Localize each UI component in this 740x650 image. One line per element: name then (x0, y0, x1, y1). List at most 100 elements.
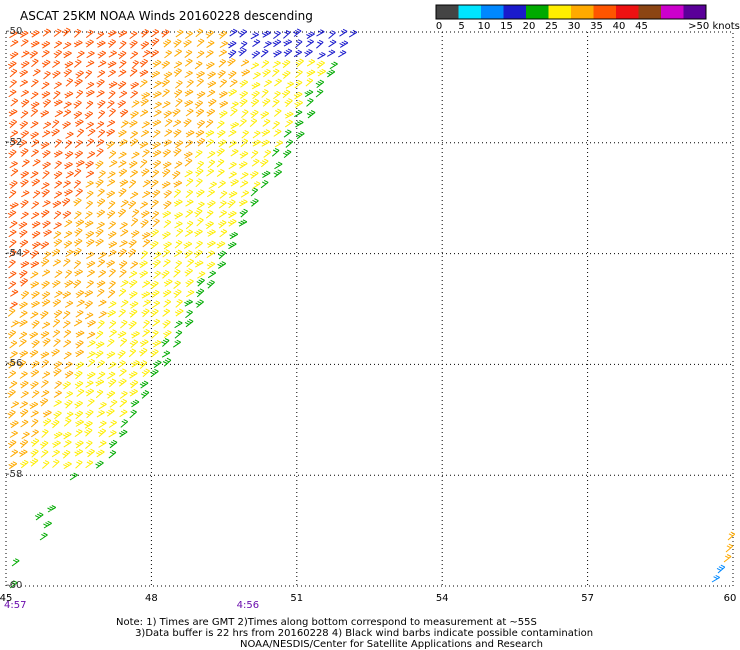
wind-barb (42, 199, 51, 208)
wind-barb (10, 168, 19, 177)
wind-barb (65, 77, 74, 87)
wind-barb (18, 449, 28, 458)
wind-barb (7, 209, 17, 219)
wind-barb (161, 78, 170, 88)
wind-barb (62, 258, 71, 267)
wind-barb (283, 30, 291, 39)
wind-barb (19, 229, 28, 238)
wind-barb (174, 160, 183, 169)
wind-barb (150, 228, 160, 238)
wind-barb (98, 251, 107, 260)
wind-barb (250, 187, 259, 197)
wind-barb (152, 149, 162, 158)
wind-barb (41, 90, 51, 99)
wind-barb (119, 337, 128, 347)
wind-barb (117, 80, 127, 90)
wind-barb (40, 209, 50, 218)
wind-barb (128, 290, 138, 299)
wind-barb (140, 129, 150, 138)
wind-barb (162, 231, 171, 240)
wind-barb (194, 229, 203, 237)
wind-barb (152, 318, 161, 327)
wind-barb (238, 29, 248, 38)
wind-barb (184, 58, 193, 67)
wind-barb (42, 149, 51, 159)
wind-barb (130, 110, 139, 119)
wind-barb (206, 189, 215, 198)
wind-barb (75, 340, 84, 349)
wind-barb (172, 119, 182, 128)
legend-swatch (503, 5, 526, 19)
wind-barb (118, 151, 127, 159)
wind-barb (140, 41, 150, 50)
wind-barb (207, 270, 217, 279)
wind-barb (219, 190, 228, 199)
wind-barb (75, 330, 85, 338)
longitude-tick-label: 54 (435, 593, 449, 604)
wind-barb (95, 460, 104, 469)
wind-barb (85, 100, 94, 110)
wind-barb (228, 49, 237, 59)
wind-barb (7, 329, 17, 339)
wind-barb (127, 248, 137, 258)
wind-barb (130, 217, 139, 227)
wind-barb (196, 119, 206, 129)
wind-barb (96, 121, 105, 130)
wind-barb (30, 170, 39, 179)
wind-barb (31, 139, 40, 148)
wind-barb (283, 129, 292, 138)
wind-barb (85, 170, 95, 178)
wind-barb (63, 439, 72, 448)
wind-barb (326, 49, 336, 57)
wind-barb (53, 222, 62, 230)
wind-barb (52, 70, 61, 79)
wind-barb (228, 129, 237, 137)
latitude-tick-label: -52 (6, 136, 23, 148)
wind-barb (19, 401, 28, 409)
wind-barb (162, 88, 170, 98)
wind-barb (86, 260, 96, 269)
wind-barb (142, 239, 151, 248)
wind-barb (96, 31, 105, 40)
wind-barb (230, 178, 239, 187)
wind-barb (129, 138, 139, 147)
wind-barb (106, 179, 116, 187)
wind-barb (86, 81, 95, 90)
wind-barb (161, 338, 170, 347)
map-title: ASCAT 25KM NOAA Winds 20160228 descendin… (20, 9, 313, 23)
wind-barb (85, 460, 94, 469)
wind-barb (305, 39, 314, 48)
wind-barb (139, 380, 149, 389)
wind-barb (139, 347, 148, 357)
wind-barb (75, 89, 84, 99)
wind-barb (51, 348, 60, 357)
wind-barb (86, 251, 95, 259)
wind-barb (161, 269, 170, 279)
wind-barb (139, 339, 149, 348)
wind-barb (62, 320, 71, 329)
wind-barb (7, 439, 17, 449)
wind-barb (32, 68, 41, 77)
wind-barb (317, 51, 326, 60)
wind-barb (162, 319, 171, 329)
wind-barb (95, 341, 105, 349)
wind-barb (238, 161, 248, 169)
wind-barb (61, 197, 71, 207)
wind-barb (317, 68, 326, 77)
wind-barb (20, 211, 29, 220)
wind-barb (108, 90, 116, 100)
wind-barb (230, 121, 240, 130)
wind-barb (20, 199, 29, 209)
wind-barb (30, 438, 40, 447)
wind-barb (96, 40, 106, 48)
wind-barb (228, 161, 237, 170)
wind-barb (41, 181, 50, 190)
wind-barb (40, 141, 50, 150)
wind-barb (129, 31, 138, 40)
legend-swatch (638, 5, 661, 19)
wind-barb (10, 449, 19, 458)
wind-barb (195, 28, 204, 38)
wind-barb (162, 308, 171, 317)
wind-barb (140, 250, 149, 260)
wind-barb (7, 359, 16, 369)
